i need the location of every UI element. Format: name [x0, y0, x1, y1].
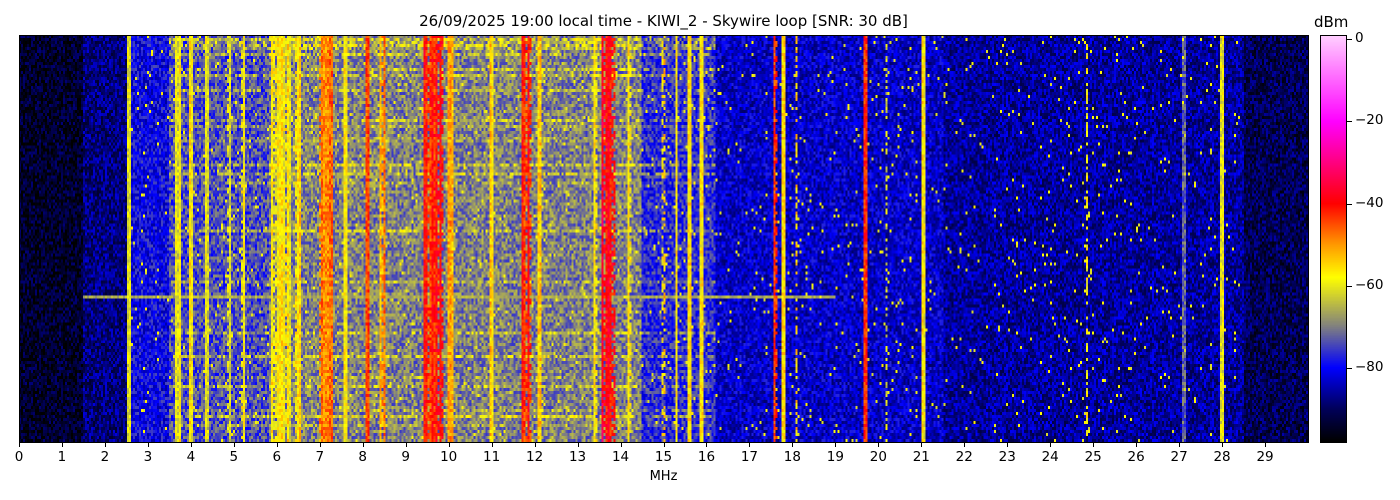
- x-tick-label: 10: [440, 449, 458, 465]
- colorbar: [1320, 35, 1346, 442]
- x-tick: [276, 442, 278, 447]
- x-tick: [1222, 442, 1224, 447]
- colorbar-tick-label: −80: [1355, 359, 1384, 375]
- colorbar-tick: [1347, 203, 1352, 205]
- x-tick-label: 5: [229, 449, 239, 465]
- x-tick-label: 7: [315, 449, 325, 465]
- x-tick: [19, 442, 20, 447]
- x-tick-label: 6: [272, 449, 282, 465]
- x-tick: [104, 442, 106, 447]
- x-tick: [1007, 442, 1009, 447]
- x-tick-label: 1: [57, 449, 67, 465]
- x-tick-label: 29: [1256, 449, 1274, 465]
- x-axis-label: MHz: [649, 469, 678, 484]
- x-tick: [921, 442, 923, 447]
- x-tick-label: 20: [869, 449, 887, 465]
- x-tick-label: 8: [358, 449, 368, 465]
- x-tick: [663, 442, 665, 447]
- x-tick: [405, 442, 407, 447]
- x-tick-label: 16: [697, 449, 716, 465]
- x-tick: [534, 442, 536, 447]
- x-tick-label: 0: [14, 449, 24, 465]
- x-tick-label: 22: [955, 449, 973, 465]
- colorbar-tick-label: −40: [1355, 194, 1384, 211]
- x-tick: [190, 442, 192, 447]
- x-tick: [1179, 442, 1181, 447]
- colorbar-tick: [1347, 285, 1352, 287]
- x-tick-label: 26: [1127, 449, 1145, 465]
- colorbar-tick-label: −60: [1355, 276, 1384, 293]
- x-tick-label: 19: [826, 449, 844, 465]
- x-tick-label: 24: [1041, 449, 1059, 465]
- colorbar-tick-label: 0: [1355, 30, 1364, 47]
- x-tick: [964, 442, 966, 447]
- x-tick-label: 9: [401, 449, 410, 465]
- x-tick-label: 2: [100, 449, 110, 465]
- x-tick-label: 15: [654, 449, 673, 465]
- x-tick: [577, 442, 579, 447]
- x-tick: [1136, 442, 1138, 447]
- x-tick: [706, 442, 708, 447]
- x-tick: [749, 442, 751, 447]
- x-tick: [448, 442, 450, 447]
- x-tick: [878, 442, 880, 447]
- x-tick: [792, 442, 794, 447]
- x-tick-label: 14: [611, 449, 630, 465]
- x-tick: [147, 442, 149, 447]
- x-tick-label: 11: [483, 449, 501, 465]
- x-tick: [491, 442, 493, 447]
- colorbar-tick: [1347, 121, 1352, 123]
- x-tick-label: 21: [912, 449, 930, 465]
- x-tick: [620, 442, 622, 447]
- x-tick-label: 4: [186, 449, 196, 465]
- x-tick-label: 25: [1084, 449, 1102, 465]
- x-tick-label: 27: [1170, 449, 1188, 465]
- x-tick: [233, 442, 235, 447]
- x-tick-label: 23: [998, 449, 1016, 465]
- x-tick-label: 12: [526, 449, 544, 465]
- colorbar-label: dBm: [1314, 13, 1349, 31]
- x-tick: [362, 442, 364, 447]
- colorbar-tick: [1347, 368, 1352, 369]
- x-tick-label: 3: [143, 449, 153, 465]
- waterfall-heatmap: [19, 35, 1308, 442]
- x-tick: [61, 442, 63, 447]
- x-tick: [1265, 442, 1267, 447]
- x-tick: [319, 442, 321, 447]
- chart-title: 26/09/2025 19:00 local time - KIWI_2 - S…: [419, 12, 908, 30]
- x-tick: [1093, 442, 1095, 447]
- x-tick-label: 17: [740, 449, 759, 465]
- x-tick: [1050, 442, 1052, 447]
- x-tick-label: 13: [568, 449, 587, 465]
- x-tick-label: 28: [1213, 449, 1231, 465]
- x-tick-label: 18: [783, 449, 801, 465]
- x-tick: [835, 442, 837, 447]
- colorbar-tick: [1347, 39, 1352, 41]
- colorbar-tick-label: −20: [1355, 112, 1384, 129]
